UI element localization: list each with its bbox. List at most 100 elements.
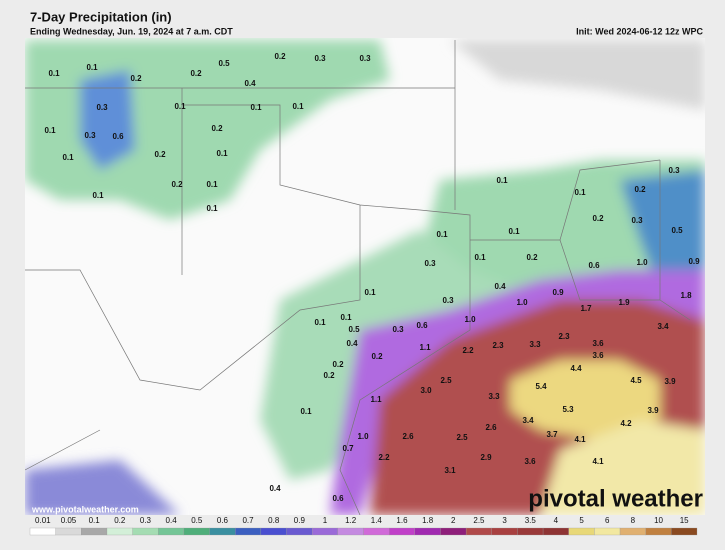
- init-time: Init: Wed 2024-06-12 12z WPC: [576, 26, 703, 36]
- map-value-label: 2.9: [480, 453, 492, 462]
- scale-label: 3.5: [525, 516, 537, 525]
- map-value-label: 3.3: [488, 392, 500, 401]
- scale-label: 0.05: [61, 516, 77, 525]
- map-value-label: 0.2: [130, 74, 142, 83]
- map-value-label: 3.1: [444, 466, 456, 475]
- map-value-label: 0.1: [48, 69, 60, 78]
- scale-swatch: [209, 527, 236, 536]
- map-value-label: 0.3: [359, 54, 371, 63]
- map-value-label: 4.1: [574, 435, 586, 444]
- scale-label: 1.8: [422, 516, 434, 525]
- map-value-label: 0.2: [634, 185, 646, 194]
- map-value-label: 0.6: [112, 132, 124, 141]
- map-value-label: 0.6: [416, 321, 428, 330]
- scale-label: 15: [680, 516, 689, 525]
- map-value-label: 2.6: [402, 432, 414, 441]
- map-value-label: 0.9: [688, 257, 700, 266]
- url: www.pivotalweather.com: [31, 504, 139, 514]
- scale-label: 0.8: [268, 516, 280, 525]
- scale-label: 0.6: [217, 516, 229, 525]
- map-value-label: 2.2: [378, 453, 390, 462]
- map-value-label: 0.2: [526, 253, 538, 262]
- map-value-label: 4.2: [620, 419, 632, 428]
- map-value-label: 2.6: [485, 423, 497, 432]
- map-value-label: 3.7: [546, 430, 558, 439]
- map-value-label: 0.3: [314, 54, 326, 63]
- map-value-label: 0.3: [442, 296, 454, 305]
- map-value-label: 0.5: [348, 325, 360, 334]
- scale-label: 2: [451, 516, 456, 525]
- map-value-label: 0.1: [508, 227, 520, 236]
- precip-field: 0.1 0.1 0.2 0.2 0.5 0.2 0.3 0.3 0.4 0.3 0.1 0.1 0.1 0…: [25, 40, 705, 515]
- scale-label: 8: [631, 516, 636, 525]
- map-value-label: 1.0: [464, 315, 476, 324]
- map-value-label: 0.3: [96, 103, 108, 112]
- map-value-label: 0.1: [340, 313, 352, 322]
- map-value-label: 0.4: [269, 484, 281, 493]
- scale-swatch: [542, 527, 569, 536]
- scale-swatch: [363, 527, 390, 536]
- scale-swatch: [414, 527, 441, 536]
- map-value-label: 1.1: [419, 343, 431, 352]
- map-value-label: 0.6: [332, 494, 344, 503]
- scale-swatch: [235, 527, 262, 536]
- map-value-label: 3.9: [647, 406, 659, 415]
- map-value-label: 0.1: [174, 102, 186, 111]
- map-value-label: 2.2: [462, 346, 474, 355]
- scale-swatch: [29, 527, 56, 536]
- map-value-label: 0.3: [668, 166, 680, 175]
- scale-label: 6: [605, 516, 610, 525]
- scale-swatch: [491, 527, 518, 536]
- map-value-label: 0.2: [323, 371, 335, 380]
- map-value-label: 4.1: [592, 457, 604, 466]
- map-value-label: 0.5: [671, 226, 683, 235]
- map-value-label: 0.1: [216, 149, 228, 158]
- map-value-label: 0.1: [206, 180, 218, 189]
- scale-swatch: [517, 527, 544, 536]
- scale-label: 1.4: [371, 516, 383, 525]
- scale-swatch: [312, 527, 338, 536]
- scale-label: 10: [654, 516, 663, 525]
- map-value-label: 0.1: [300, 407, 312, 416]
- scale-label: 0.3: [140, 516, 152, 525]
- map-value-label: 2.5: [456, 433, 468, 442]
- map-value-label: 0.1: [44, 126, 56, 135]
- scale-label: 0.7: [242, 516, 254, 525]
- scale-swatch: [337, 527, 364, 536]
- map-value-label: 3.4: [657, 322, 669, 331]
- scale-swatch: [440, 527, 467, 536]
- map-value-label: 0.1: [206, 204, 218, 213]
- scale-swatch: [568, 527, 595, 536]
- map-value-label: 3.6: [524, 457, 536, 466]
- map-value-label: 0.4: [244, 79, 256, 88]
- scale-label: 5: [579, 516, 584, 525]
- map-value-label: 0.1: [86, 63, 98, 72]
- map-value-label: 0.7: [342, 444, 354, 453]
- map-value-label: 0.1: [436, 230, 448, 239]
- scale-label: 1: [323, 516, 328, 525]
- map-value-label: 1.1: [370, 395, 382, 404]
- map-value-label: 3.6: [592, 351, 604, 360]
- map-value-label: 5.3: [562, 405, 574, 414]
- map-value-label: 1.7: [580, 304, 592, 313]
- scale-swatch: [260, 527, 287, 536]
- map-value-label: 4.4: [570, 364, 582, 373]
- map-value-label: 4.5: [630, 376, 642, 385]
- map-value-label: 2.3: [558, 332, 570, 341]
- map-value-label: 0.1: [364, 288, 376, 297]
- map-value-label: 0.1: [62, 153, 74, 162]
- scale-swatch: [594, 527, 621, 536]
- subtitle: Ending Wednesday, Jun. 19, 2024 at 7 a.m…: [30, 26, 233, 36]
- scale-swatch: [158, 527, 185, 536]
- scale-swatch: [619, 527, 646, 536]
- map-value-label: 0.4: [346, 339, 358, 348]
- map-value-label: 0.1: [92, 191, 104, 200]
- map-value-label: 0.2: [332, 360, 344, 369]
- map-value-label: 0.2: [371, 352, 383, 361]
- title: 7-Day Precipitation (in): [30, 9, 172, 24]
- map-value-label: 0.6: [588, 261, 600, 270]
- scale-label: 3: [502, 516, 507, 525]
- scale-label: 1.6: [396, 516, 408, 525]
- map-value-label: 1.8: [680, 291, 692, 300]
